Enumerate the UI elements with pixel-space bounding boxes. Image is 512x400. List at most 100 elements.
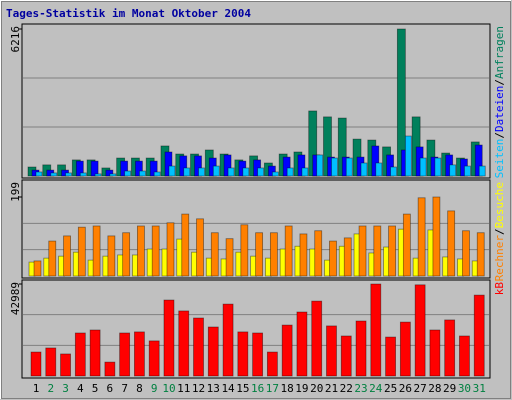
x-tick-label: 7 [121, 382, 128, 395]
bar [449, 164, 457, 177]
x-tick-label: 28 [428, 382, 441, 395]
x-tick-label: 30 [458, 382, 471, 395]
bar [178, 310, 190, 377]
bar [196, 218, 204, 277]
bar [434, 157, 442, 177]
x-tick-label: 15 [236, 382, 249, 395]
bar [237, 331, 249, 377]
bar [179, 155, 188, 177]
chart-title: Tages-Statistik im Monat Oktober 2004 [6, 7, 251, 20]
bar [444, 319, 456, 377]
bar [122, 232, 131, 277]
legend-entry: Seiten [493, 139, 506, 179]
legend-separator: / [493, 79, 506, 86]
bar [311, 300, 323, 377]
y-tick-label: 6216 [9, 26, 22, 53]
bar [255, 232, 264, 277]
bar [429, 329, 441, 377]
bar [331, 157, 338, 177]
bar [399, 321, 411, 377]
x-tick-label: 19 [295, 382, 308, 395]
legend: Rechner/Besuche [493, 182, 506, 281]
x-tick-label: 16 [251, 382, 264, 395]
bar [163, 299, 175, 377]
bar [345, 157, 353, 177]
bar [166, 222, 175, 277]
bar [198, 167, 205, 177]
bar [240, 224, 249, 277]
bar [168, 165, 176, 177]
x-tick-label: 9 [151, 382, 158, 395]
bar [181, 213, 190, 277]
bar [242, 167, 250, 177]
x-tick-label: 1 [33, 382, 40, 395]
legend-separator: / [493, 132, 506, 139]
bar [299, 233, 308, 277]
bar [50, 172, 58, 177]
bar [266, 351, 278, 377]
legend-entry: Dateien [493, 86, 506, 132]
x-tick-label: 8 [136, 382, 143, 395]
bar [252, 332, 264, 377]
bar [109, 173, 117, 177]
x-tick-label: 12 [192, 382, 205, 395]
bar [225, 238, 234, 277]
bar [153, 171, 161, 177]
x-tick-label: 27 [414, 382, 427, 395]
bar [474, 144, 483, 177]
bar [329, 240, 337, 277]
bar [343, 237, 352, 277]
x-tick-label: 6 [107, 382, 114, 395]
bar [92, 225, 101, 277]
x-tick-label: 22 [340, 382, 353, 395]
bar [314, 230, 323, 277]
bar [404, 135, 412, 177]
bar [390, 166, 397, 177]
bar [286, 167, 294, 177]
x-tick-label: 10 [162, 382, 175, 395]
bar [478, 165, 486, 177]
bar [297, 154, 306, 177]
legend: kB [493, 282, 506, 296]
bar [432, 196, 441, 277]
bar [447, 210, 456, 277]
legend-separator: / [493, 228, 506, 235]
bar [35, 171, 43, 177]
bar [183, 167, 191, 177]
bar [296, 311, 308, 377]
bar [360, 162, 368, 177]
bar [282, 156, 291, 177]
bar [419, 157, 427, 177]
bar [301, 167, 309, 177]
bar [462, 230, 470, 277]
x-tick-label: 18 [281, 382, 294, 395]
bar [355, 320, 367, 377]
x-tick-label: 3 [62, 382, 69, 395]
bar [149, 160, 158, 177]
bar [137, 225, 145, 277]
bar [134, 331, 145, 377]
x-tick-label: 26 [399, 382, 412, 395]
bar [223, 154, 232, 177]
bar [48, 240, 57, 277]
bar [212, 165, 220, 177]
bar [63, 235, 71, 277]
bar [124, 170, 132, 177]
legend: Seiten/Dateien/Anfragen [493, 26, 506, 178]
bar [75, 160, 84, 177]
bar [30, 351, 42, 377]
bar [90, 160, 99, 177]
x-tick-label: 5 [92, 382, 99, 395]
bar [135, 160, 143, 177]
bar [227, 167, 235, 177]
legend-entry: Rechner [493, 235, 506, 282]
bar [388, 225, 396, 277]
bar [326, 325, 337, 377]
plot-area [21, 23, 491, 179]
x-tick-label: 14 [221, 382, 235, 395]
x-tick-label: 29 [443, 382, 456, 395]
bar [370, 283, 382, 377]
bar [464, 165, 471, 177]
bar [358, 225, 367, 277]
